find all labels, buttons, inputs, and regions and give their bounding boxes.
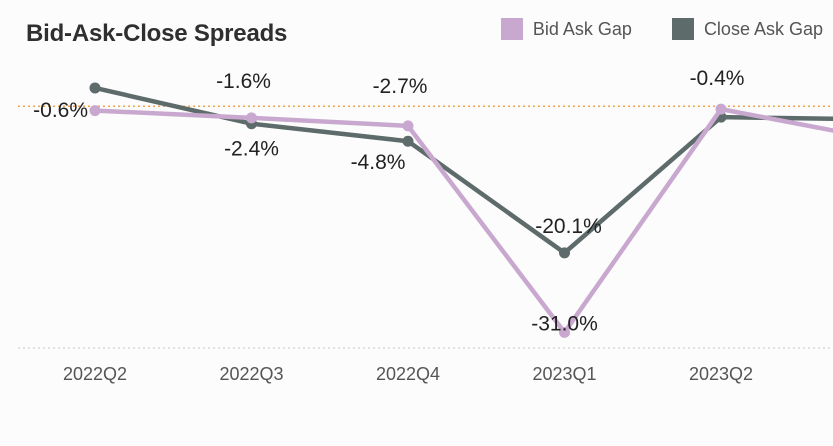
legend-label-bid-ask-gap: Bid Ask Gap [532,18,632,39]
data-label-bid-ask-gap-2023Q1: -31.0% [531,312,598,335]
data-label-bid-ask-gap-2022Q4: -2.7% [373,75,428,98]
chart-title: Bid-Ask-Close Spreads [26,20,288,47]
data-label-bid-ask-gap-2022Q3: -1.6% [216,70,271,93]
data-label-close-ask-gap-2022Q4: -4.8% [351,151,406,174]
x-tick-2023Q1: 2023Q1 [532,364,596,384]
data-label-close-ask-gap-2023Q1: -20.1% [535,215,602,238]
data-point-close-ask-gap-2023Q1 [559,247,570,259]
data-label-close-ask-gap-2022Q3: -2.4% [224,138,279,161]
chart-legend: Bid Ask Gap Close Ask Gap [500,18,823,40]
legend-item-close-ask-gap[interactable]: Close Ask Gap [671,18,823,40]
data-point-bid-ask-gap-2022Q2 [89,105,101,117]
legend-swatch-close-ask-gap [671,18,694,40]
data-label-bid-ask-gap-2023Q2: -0.4% [690,67,745,90]
data-point-bid-ask-gap-2023Q1 [559,326,570,338]
legend-item-bid-ask-gap[interactable]: Bid Ask Gap [500,18,632,40]
x-tick-2022Q3: 2022Q3 [219,364,283,384]
data-point-bid-ask-gap-2022Q4 [402,120,414,132]
x-tick-2022Q2: 2022Q2 [63,364,127,384]
data-label-bid-ask-gap-2022Q2: -0.6% [33,99,88,122]
data-point-bid-ask-gap-2022Q3 [246,112,257,124]
legend-swatch-bid-ask-gap [500,18,523,40]
legend-label-close-ask-gap: Close Ask Gap [703,18,823,39]
data-point-bid-ask-gap-2023Q2 [715,103,727,115]
series-line-bid-ask-gap [92,106,833,335]
x-tick-2022Q4: 2022Q4 [376,364,440,384]
data-point-close-ask-gap-2022Q2 [89,82,101,94]
x-tick-2023Q2: 2023Q2 [689,364,753,384]
data-point-close-ask-gap-2022Q4 [402,135,414,147]
